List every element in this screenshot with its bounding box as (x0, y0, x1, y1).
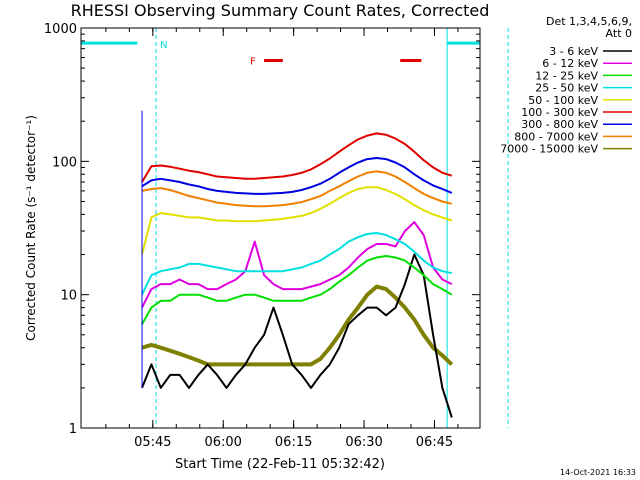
legend-label: 6 - 12 keV (542, 57, 598, 70)
legend-label: 3 - 6 keV (549, 45, 598, 58)
series-line-50-100-keV (141, 186, 453, 255)
series-line-800-7000-keV (141, 170, 453, 208)
series-line-12-25-keV (141, 255, 453, 325)
render-timestamp: 14-Oct-2021 16:33 (560, 468, 636, 477)
legend-label: 100 - 300 keV (521, 106, 598, 119)
x-axis-label: Start Time (22-Feb-11 05:32:42) (175, 457, 385, 472)
legend-label: 300 - 800 keV (521, 118, 598, 131)
series-line-3-6-keV (141, 253, 453, 418)
y-tick-label: 1 (69, 422, 77, 437)
series-line-300-800-keV (141, 157, 453, 195)
legend-label: 50 - 100 keV (528, 94, 598, 107)
legend-label: 7000 - 15000 keV (500, 143, 598, 156)
y-axis-label: Corrected Count Rate (s⁻¹ detector⁻¹) (24, 115, 38, 341)
y-tick-label: 1000 (44, 22, 77, 37)
x-tick-label: 05:45 (134, 435, 171, 450)
night-label: N (160, 40, 167, 51)
legend-label: 12 - 25 keV (535, 69, 598, 82)
x-tick-label: 06:45 (416, 435, 453, 450)
x-tick-label: 06:00 (204, 435, 241, 450)
legend-label: 25 - 50 keV (535, 82, 598, 95)
series-line-7000-15000-keV (141, 284, 454, 367)
series-line-6-12-keV (141, 221, 453, 309)
y-tick-label: 10 (60, 289, 77, 304)
x-tick-label: 06:30 (345, 435, 382, 450)
flare-label: F (250, 57, 256, 68)
legend-label: 800 - 7000 keV (514, 130, 598, 143)
y-tick-label: 100 (52, 155, 77, 170)
series-line-25-50-keV (141, 232, 453, 296)
chart-title: RHESSI Observing Summary Count Rates, Co… (71, 1, 490, 20)
legend-header-line-1: Det 1,3,4,5,6,9, (546, 15, 632, 28)
series-line-100-300-keV (141, 132, 453, 183)
x-tick-label: 06:15 (275, 435, 312, 450)
legend-header-line-2: Att 0 (606, 27, 632, 40)
plot-frame (80, 27, 481, 429)
